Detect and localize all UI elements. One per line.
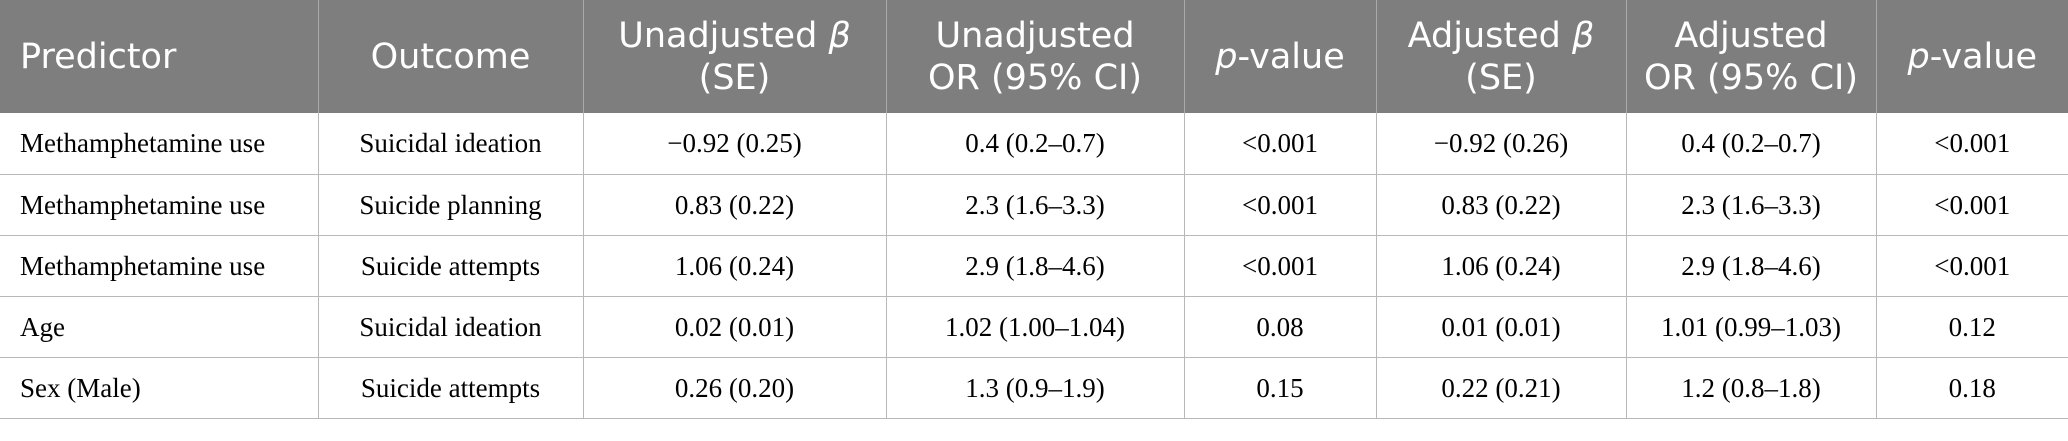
cell-outcome: Suicide planning — [318, 174, 584, 236]
cell-outcome: Suicidal ideation — [318, 113, 584, 175]
cell-unadjusted-beta: 0.26 (0.20) — [583, 357, 887, 419]
cell-unadjusted-or: 0.4 (0.2–0.7) — [886, 113, 1185, 175]
cell-outcome: Suicide attempts — [318, 357, 584, 419]
regression-table: Predictor Outcome Unadjusted β (SE) Unadj… — [0, 0, 2068, 419]
header-adjusted-beta: Adjusted β (SE) — [1376, 0, 1627, 113]
cell-unadjusted-p: <0.001 — [1184, 174, 1377, 236]
cell-predictor: Sex (Male) — [0, 357, 319, 419]
cell-adjusted-beta: 0.83 (0.22) — [1376, 174, 1627, 236]
cell-outcome: Suicidal ideation — [318, 296, 584, 358]
header-adjusted-or: Adjusted OR (95% CI) — [1626, 0, 1877, 113]
cell-adjusted-or: 1.2 (0.8–1.8) — [1626, 357, 1877, 419]
cell-adjusted-or: 1.01 (0.99–1.03) — [1626, 296, 1877, 358]
cell-adjusted-p: <0.001 — [1876, 113, 2068, 175]
table-row: Methamphetamine use Suicidal ideation −0… — [0, 113, 2068, 175]
header-predictor: Predictor — [0, 0, 319, 113]
cell-unadjusted-p: <0.001 — [1184, 235, 1377, 297]
cell-adjusted-beta: 1.06 (0.24) — [1376, 235, 1627, 297]
cell-adjusted-or: 2.3 (1.6–3.3) — [1626, 174, 1877, 236]
table-row: Sex (Male) Suicide attempts 0.26 (0.20) … — [0, 357, 2068, 419]
cell-unadjusted-beta: −0.92 (0.25) — [583, 113, 887, 175]
cell-adjusted-p: <0.001 — [1876, 235, 2068, 297]
cell-adjusted-or: 0.4 (0.2–0.7) — [1626, 113, 1877, 175]
header-unadjusted-p-value: p-value — [1184, 0, 1377, 113]
cell-predictor: Methamphetamine use — [0, 113, 319, 175]
cell-predictor: Methamphetamine use — [0, 174, 319, 236]
cell-adjusted-beta: 0.01 (0.01) — [1376, 296, 1627, 358]
cell-predictor: Methamphetamine use — [0, 235, 319, 297]
cell-unadjusted-p: 0.15 — [1184, 357, 1377, 419]
header-unadjusted-beta: Unadjusted β (SE) — [583, 0, 887, 113]
cell-unadjusted-or: 2.3 (1.6–3.3) — [886, 174, 1185, 236]
table-row: Methamphetamine use Suicide planning 0.8… — [0, 174, 2068, 236]
cell-unadjusted-beta: 0.02 (0.01) — [583, 296, 887, 358]
header-row: Predictor Outcome Unadjusted β (SE) Unadj… — [0, 0, 2068, 113]
cell-adjusted-or: 2.9 (1.8–4.6) — [1626, 235, 1877, 297]
header-adjusted-p-value: p-value — [1876, 0, 2068, 113]
header-outcome: Outcome — [318, 0, 584, 113]
cell-unadjusted-or: 1.02 (1.00–1.04) — [886, 296, 1185, 358]
table-row: Methamphetamine use Suicide attempts 1.0… — [0, 235, 2068, 297]
cell-adjusted-beta: 0.22 (0.21) — [1376, 357, 1627, 419]
cell-predictor: Age — [0, 296, 319, 358]
cell-unadjusted-or: 1.3 (0.9–1.9) — [886, 357, 1185, 419]
cell-adjusted-beta: −0.92 (0.26) — [1376, 113, 1627, 175]
cell-unadjusted-beta: 0.83 (0.22) — [583, 174, 887, 236]
cell-unadjusted-or: 2.9 (1.8–4.6) — [886, 235, 1185, 297]
cell-unadjusted-p: 0.08 — [1184, 296, 1377, 358]
cell-adjusted-p: <0.001 — [1876, 174, 2068, 236]
cell-unadjusted-p: <0.001 — [1184, 113, 1377, 175]
table-row: Age Suicidal ideation 0.02 (0.01) 1.02 (… — [0, 296, 2068, 358]
cell-outcome: Suicide attempts — [318, 235, 584, 297]
cell-adjusted-p: 0.12 — [1876, 296, 2068, 358]
cell-adjusted-p: 0.18 — [1876, 357, 2068, 419]
cell-unadjusted-beta: 1.06 (0.24) — [583, 235, 887, 297]
header-unadjusted-or: Unadjusted OR (95% CI) — [886, 0, 1185, 113]
